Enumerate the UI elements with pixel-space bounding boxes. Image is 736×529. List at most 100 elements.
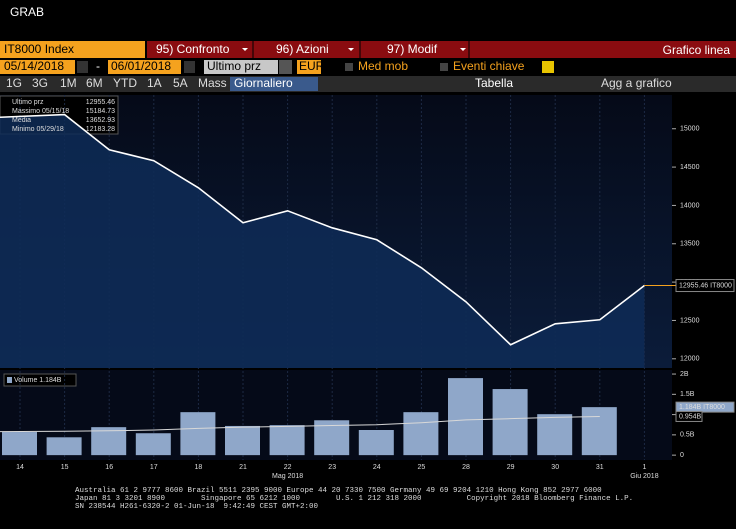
x-tick-label: 30 bbox=[551, 464, 559, 471]
chart-kind[interactable]: Grafico linea bbox=[663, 43, 731, 57]
menu[interactable]: 95) Confronto bbox=[156, 42, 230, 56]
bar bbox=[448, 378, 483, 456]
period-button[interactable]: 1M bbox=[60, 76, 77, 90]
line bbox=[0, 113, 645, 346]
x-tick-label: 23 bbox=[328, 464, 336, 471]
x-tick-label: 15 bbox=[61, 464, 69, 471]
field[interactable]: Ultimo prz bbox=[207, 59, 261, 73]
stat-label: Massimo 05/15/18 bbox=[12, 108, 69, 115]
footer-line: Japan 81 3 3201 8900 Singapore 65 6212 1… bbox=[75, 495, 633, 503]
y-tick-label: 14500 bbox=[680, 164, 700, 171]
month-label: Giu 2018 bbox=[630, 473, 659, 480]
y-tick-label: 12000 bbox=[680, 356, 700, 363]
currency-input[interactable] bbox=[297, 60, 321, 74]
bar bbox=[46, 437, 82, 456]
y-tick-label: 2B bbox=[680, 371, 689, 378]
footer-line: Australia 61 2 9777 8600 Brazil 5511 239… bbox=[75, 487, 602, 495]
x-tick-label: 21 bbox=[239, 464, 247, 471]
frequency[interactable]: Giornaliero bbox=[234, 76, 293, 90]
last-value-label: 1.184B IT8000 bbox=[679, 404, 725, 411]
date-input[interactable] bbox=[108, 60, 181, 74]
stat-value: 15184.73 bbox=[86, 108, 115, 115]
field-input[interactable] bbox=[204, 60, 278, 74]
bar bbox=[269, 425, 305, 456]
x-tick-label: 31 bbox=[596, 464, 604, 471]
bar bbox=[358, 430, 394, 456]
stat-value: 12955.46 bbox=[86, 99, 115, 106]
period-button[interactable]: YTD bbox=[113, 76, 137, 90]
period-button[interactable]: 5A bbox=[173, 76, 188, 90]
last-value-box bbox=[675, 279, 735, 293]
area bbox=[0, 114, 645, 369]
add-button[interactable]: Agg a grafico bbox=[601, 76, 672, 90]
x-tick-label: 22 bbox=[284, 464, 292, 471]
table-button[interactable]: Tabella bbox=[475, 76, 513, 90]
footer-line: SN 238544 H261-6320-2 01-Jun-18 9:42:49 … bbox=[75, 503, 319, 511]
bar bbox=[492, 389, 528, 456]
x-tick-label: 29 bbox=[507, 464, 515, 471]
y-tick-label: 0.5B bbox=[680, 432, 695, 439]
date-input[interactable] bbox=[0, 60, 75, 74]
period-button[interactable]: 3G bbox=[32, 76, 48, 90]
security[interactable]: IT8000 Index bbox=[4, 42, 74, 56]
last-value-box bbox=[675, 401, 735, 413]
x-tick-label: 16 bbox=[105, 464, 113, 471]
y-tick-label: 0 bbox=[680, 452, 684, 459]
stat-label: Minimo 05/29/18 bbox=[12, 126, 64, 133]
period-button[interactable]: 1G bbox=[6, 76, 22, 90]
menu[interactable]: 96) Azioni bbox=[276, 42, 329, 56]
period-button[interactable]: Mass bbox=[198, 76, 227, 90]
y-tick-label: 1.5B bbox=[680, 391, 695, 398]
volume-legend-box bbox=[3, 373, 77, 387]
period-bar bbox=[0, 76, 736, 92]
x-tick-label: 25 bbox=[418, 464, 426, 471]
checkbox[interactable] bbox=[345, 63, 353, 71]
bar bbox=[225, 425, 260, 456]
menu[interactable]: 97) Modif bbox=[387, 42, 438, 56]
x-tick-label: 1 bbox=[642, 464, 646, 471]
field-dropdown[interactable] bbox=[279, 60, 292, 74]
key-events[interactable]: Eventi chiave bbox=[453, 59, 525, 73]
period-button[interactable]: 6M bbox=[86, 76, 103, 90]
info-icon[interactable] bbox=[542, 61, 554, 73]
moving-average bbox=[0, 415, 600, 433]
start-date[interactable]: 05/14/2018 bbox=[4, 59, 64, 73]
period-button[interactable]: 1A bbox=[147, 76, 162, 90]
window-title: GRAB bbox=[10, 5, 44, 19]
volume-legend: Volume 1.184B bbox=[14, 377, 62, 384]
checkbox[interactable] bbox=[440, 63, 448, 71]
footer: Australia 61 2 9777 8600 Brazil 5511 239… bbox=[75, 487, 633, 511]
stat-value: 13652.93 bbox=[86, 117, 115, 124]
y-tick-label: 12500 bbox=[680, 317, 700, 324]
stat-value: 12183.28 bbox=[86, 126, 115, 133]
bar bbox=[2, 432, 37, 456]
bar bbox=[135, 433, 171, 456]
moving-average[interactable]: Med mob bbox=[358, 59, 408, 73]
stat-label: Ultimo prz bbox=[12, 99, 44, 106]
x-tick-label: 28 bbox=[462, 464, 470, 471]
last-value-label: 0.954B bbox=[679, 413, 702, 420]
month-label: Mag 2018 bbox=[272, 473, 303, 480]
last-value-label: 12955.46 IT8000 bbox=[679, 282, 732, 289]
dash: - bbox=[96, 59, 100, 73]
end-date[interactable]: 06/01/2018 bbox=[111, 59, 171, 73]
legend-swatch bbox=[7, 377, 12, 383]
calendar-icon[interactable] bbox=[184, 61, 195, 73]
menu-bar bbox=[147, 41, 736, 58]
x-tick-label: 14 bbox=[16, 464, 24, 471]
x-tick-label: 17 bbox=[150, 464, 158, 471]
y-tick-label: 13500 bbox=[680, 241, 700, 248]
stat-label: Media bbox=[12, 117, 31, 124]
bar bbox=[403, 412, 439, 456]
periods: 1G 3G 1M 6M YTD 1A 5A Mass bbox=[6, 76, 227, 90]
security-box[interactable] bbox=[0, 41, 145, 58]
x-tick-label: 24 bbox=[373, 464, 381, 471]
currency[interactable]: EUR bbox=[299, 59, 325, 73]
frequency-box[interactable] bbox=[230, 77, 318, 91]
calendar-icon[interactable] bbox=[77, 61, 88, 73]
y-tick-label: 14000 bbox=[680, 202, 700, 209]
last-value-box bbox=[675, 410, 703, 422]
bar bbox=[180, 412, 216, 456]
